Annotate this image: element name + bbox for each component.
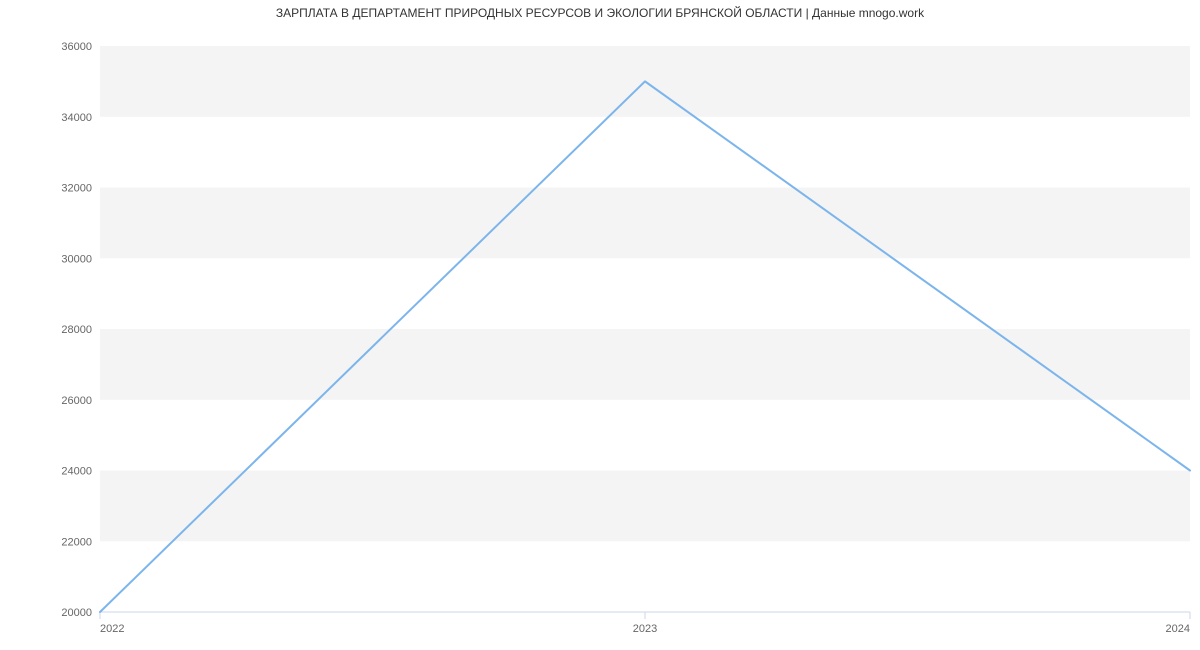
x-tick-label: 2022: [100, 623, 124, 635]
chart-title: ЗАРПЛАТА В ДЕПАРТАМЕНТ ПРИРОДНЫХ РЕСУРСО…: [0, 6, 1200, 20]
y-tick-label: 26000: [61, 395, 92, 407]
y-tick-label: 34000: [61, 112, 92, 124]
plot-band: [100, 188, 1190, 259]
y-tick-label: 24000: [61, 466, 92, 478]
salary-line-chart: ЗАРПЛАТА В ДЕПАРТАМЕНТ ПРИРОДНЫХ РЕСУРСО…: [0, 0, 1200, 650]
y-tick-label: 20000: [61, 607, 92, 619]
x-tick-label: 2023: [633, 623, 657, 635]
y-tick-label: 28000: [61, 324, 92, 336]
y-tick-label: 36000: [61, 41, 92, 53]
y-tick-label: 22000: [61, 536, 92, 548]
y-tick-label: 32000: [61, 183, 92, 195]
x-tick-label: 2024: [1166, 623, 1190, 635]
y-tick-label: 30000: [61, 253, 92, 265]
plot-band: [100, 471, 1190, 542]
chart-svg: 20000 22000 24000 26000 28000 30000 32000 34000…: [0, 0, 1200, 650]
plot-band: [100, 329, 1190, 400]
